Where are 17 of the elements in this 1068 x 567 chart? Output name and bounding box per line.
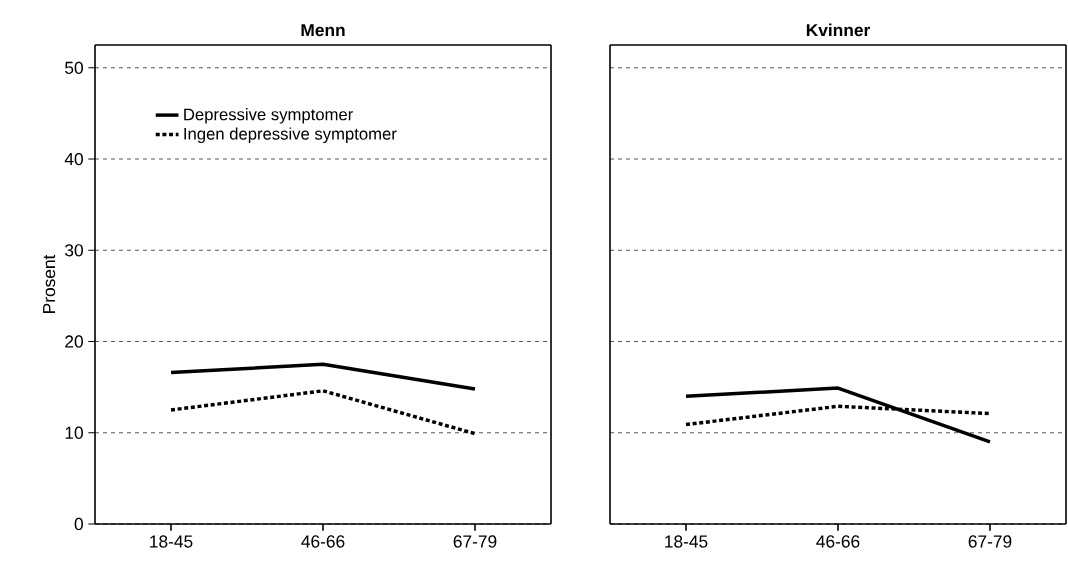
y-tick-label: 40 xyxy=(64,152,83,166)
y-tick-label: 30 xyxy=(65,244,83,257)
chart-title: Menn xyxy=(301,24,345,37)
legend-label: Depressive symptomer xyxy=(184,108,353,124)
y-tick-label: 10 xyxy=(65,426,83,439)
x-tick-label: 18-45 xyxy=(665,535,708,548)
y-tick-label: 0 xyxy=(74,517,83,531)
x-tick-label: 18-45 xyxy=(150,535,193,548)
chart-title: Kvinner xyxy=(806,23,870,37)
y-axis-title: Prosent xyxy=(43,254,56,313)
y-tick-label: 20 xyxy=(65,335,83,348)
x-tick-label: 46-66 xyxy=(301,535,345,548)
x-tick-label: 67-79 xyxy=(968,535,1012,548)
legend-label: Ingen depressive symptomer xyxy=(184,127,397,144)
x-tick-label: 67-79 xyxy=(453,535,497,548)
y-tick-label: 50 xyxy=(65,61,83,74)
x-tick-label: 46-66 xyxy=(816,535,860,548)
